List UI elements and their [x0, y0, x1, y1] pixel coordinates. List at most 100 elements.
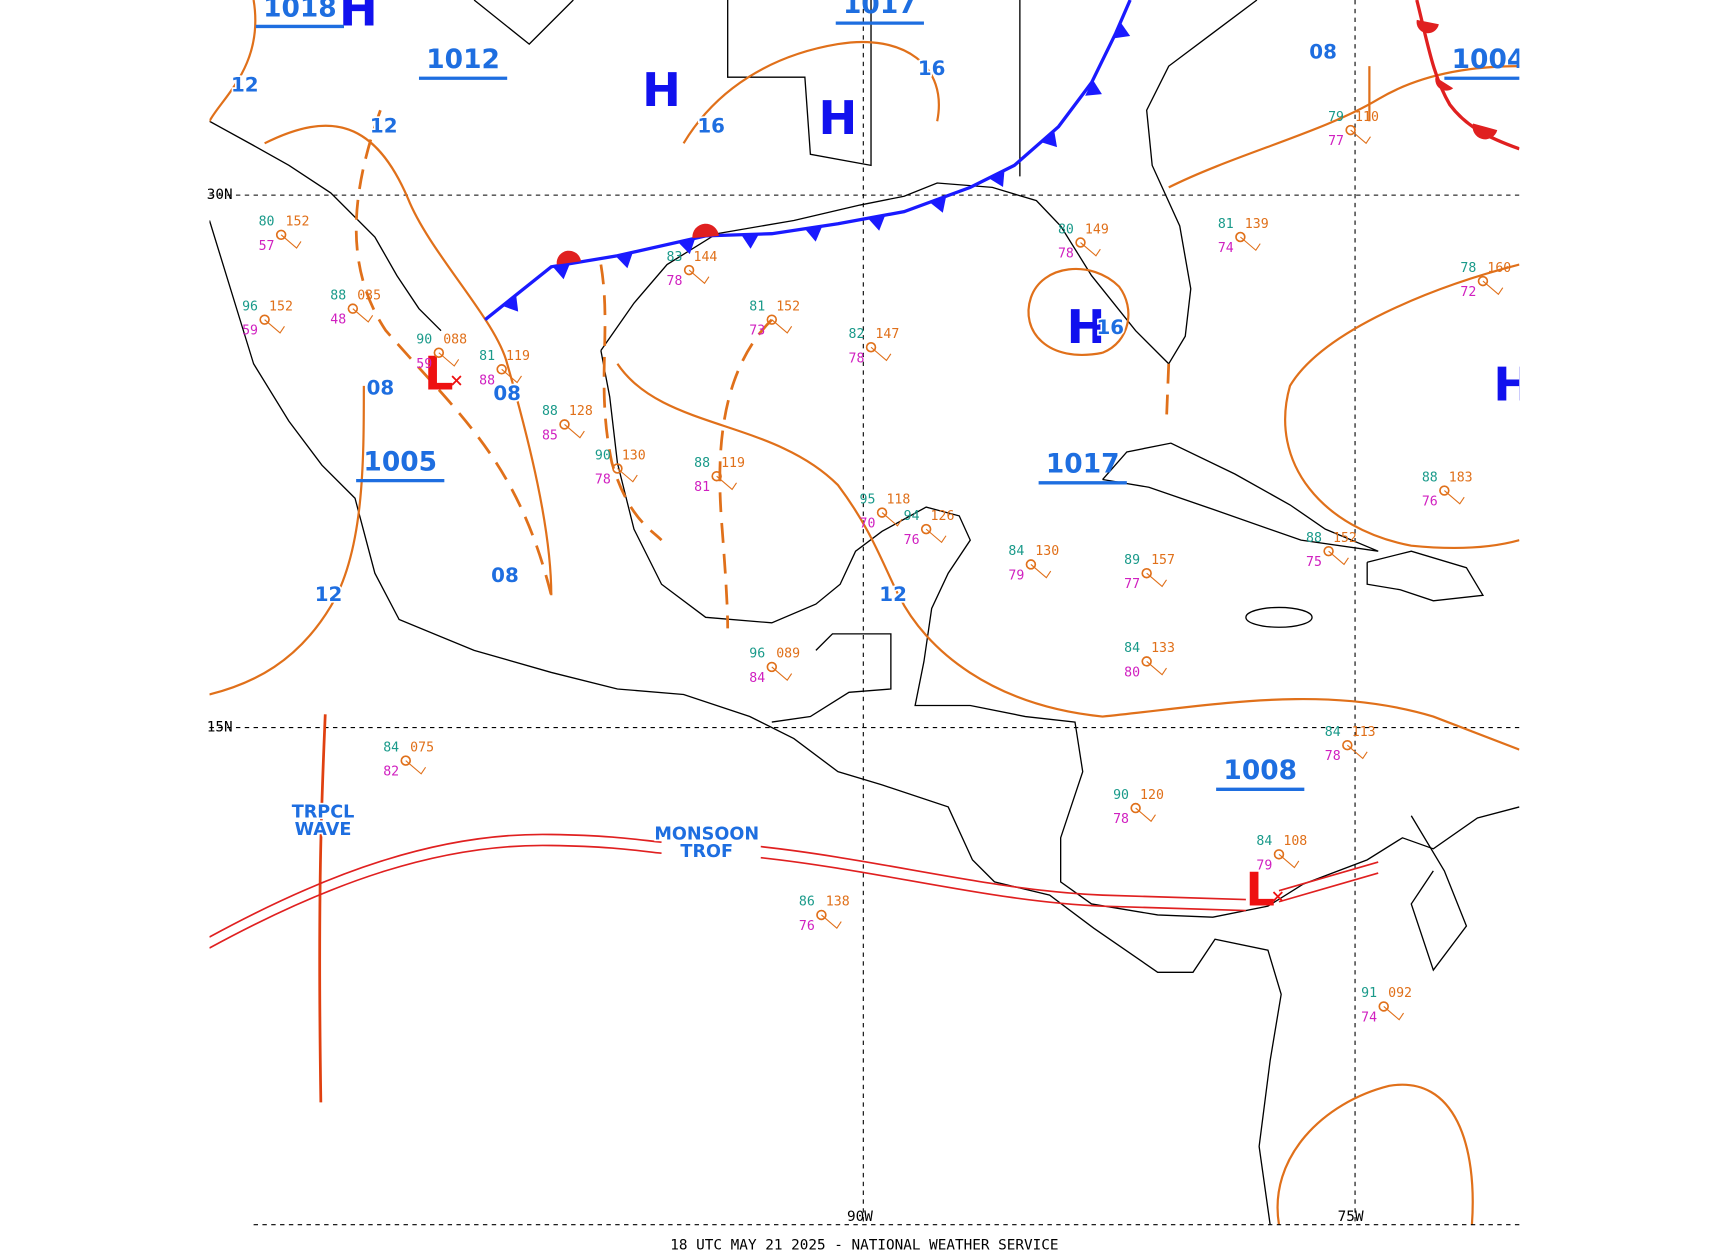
monsoon-trough — [209, 833, 1379, 949]
station-plot: 82 147 78 — [848, 327, 899, 366]
stationary-front — [484, 0, 1132, 321]
pressure: 118 — [886, 492, 910, 507]
cold-front-triangle — [741, 234, 759, 249]
station-plot: 89 157 77 — [1124, 553, 1175, 592]
wind-barb — [925, 528, 947, 544]
island — [1245, 606, 1313, 628]
pressure: 152 — [269, 299, 293, 314]
dew-point: 85 — [542, 428, 558, 443]
surface-trough — [718, 318, 773, 629]
wind-barb — [264, 319, 285, 334]
station-circle — [496, 364, 507, 375]
dew-point: 78 — [1113, 812, 1129, 827]
coastline — [600, 350, 1520, 918]
pressure: 160 — [1487, 261, 1511, 276]
wind-barb — [617, 468, 638, 483]
station-circle — [1345, 124, 1356, 136]
temperature: 91 — [1361, 986, 1377, 1001]
cold-front-triangle — [502, 294, 519, 312]
central-pressure: 1018 — [263, 0, 337, 23]
station-circle — [275, 229, 287, 241]
station-plot: 84 133 80 — [1124, 641, 1175, 680]
station-plot: 81 152 73 — [749, 299, 800, 338]
isobar-label: 12 — [370, 114, 398, 137]
temperature: 79 — [1328, 110, 1344, 125]
temperature: 81 — [479, 349, 495, 364]
central-pressure: 1008 — [1223, 755, 1297, 786]
dew-point: 82 — [383, 765, 399, 780]
grid-label: 90W — [847, 1209, 873, 1225]
pressure: 149 — [1085, 222, 1109, 237]
warm-front-symbols — [1416, 19, 1498, 140]
station-plot: 81 139 74 — [1218, 217, 1269, 256]
dew-point: 80 — [1124, 665, 1140, 680]
border — [727, 0, 872, 167]
temperature: 96 — [749, 647, 765, 662]
dew-point: 76 — [1422, 495, 1438, 510]
dew-point: 74 — [1218, 241, 1234, 256]
high-center: H — [819, 91, 858, 145]
station-plot: 90 130 78 — [595, 448, 646, 487]
temperature: 95 — [860, 492, 876, 507]
dew-point: 57 — [259, 239, 275, 254]
low-center: L — [1245, 862, 1275, 916]
cold-front-triangle — [929, 196, 947, 213]
station-plot: 90 120 78 — [1113, 788, 1164, 827]
station-circle — [1273, 849, 1285, 860]
station-circle — [816, 909, 827, 921]
pressure: 138 — [826, 895, 850, 910]
coastline — [1102, 442, 1379, 552]
feature-label: WAVE — [295, 820, 352, 840]
dew-point: 59 — [416, 357, 432, 372]
cold-front-triangle — [804, 226, 823, 242]
wind-barb — [438, 352, 460, 367]
wind-barb — [1444, 490, 1465, 505]
temperature: 78 — [1460, 261, 1476, 276]
wind-barb — [716, 475, 737, 491]
feature-label: MONSOON — [654, 824, 759, 844]
cold-front-triangle — [988, 170, 1005, 188]
dew-point: 78 — [848, 351, 864, 366]
isobar — [209, 0, 257, 122]
pressure: 110 — [1355, 110, 1379, 125]
dew-point: 59 — [242, 324, 258, 339]
surface-trough — [599, 264, 663, 542]
temperature: 88 — [330, 288, 346, 303]
high-center: H — [339, 0, 378, 37]
wind-barb — [1350, 129, 1371, 145]
wind-barb — [1080, 242, 1101, 257]
dew-point: 78 — [667, 274, 683, 289]
pressure: 092 — [1388, 986, 1412, 1001]
wind-barb — [1146, 660, 1167, 676]
temperature: 84 — [383, 740, 399, 755]
tropical-wave — [318, 714, 327, 1103]
dew-point: 74 — [1361, 1010, 1377, 1025]
grid-label: 30N — [207, 187, 233, 203]
station-plot: 94 126 76 — [904, 509, 955, 548]
dew-point: 81 — [694, 480, 710, 495]
station-plot: 79 110 77 — [1328, 110, 1379, 149]
wind-barb — [771, 319, 793, 334]
wind-barb — [1482, 280, 1504, 296]
station-circle — [559, 419, 570, 430]
dew-point: 77 — [1328, 134, 1344, 149]
wind-barb — [821, 914, 842, 930]
station-circle — [259, 314, 270, 325]
station-circle — [400, 755, 411, 766]
coastline — [1410, 815, 1468, 972]
pressure: 152 — [1333, 531, 1357, 546]
station-circle — [1235, 231, 1246, 243]
temperature: 90 — [595, 448, 611, 463]
isobar — [682, 40, 940, 144]
pressure: 183 — [1449, 470, 1473, 485]
cold-front-triangle — [1085, 79, 1102, 96]
temperature: 88 — [542, 404, 558, 419]
dew-point: 84 — [749, 671, 765, 686]
station-circle — [683, 264, 695, 276]
coastline — [1366, 550, 1485, 602]
station-circle — [1378, 1001, 1389, 1012]
wind-barb — [881, 512, 903, 527]
coastlines — [209, 0, 1520, 1225]
